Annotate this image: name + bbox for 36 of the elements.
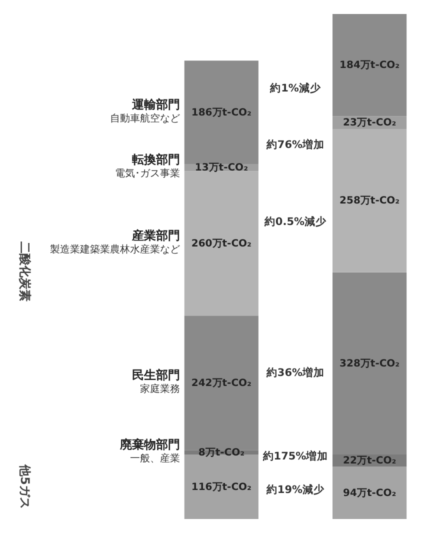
data-label: 260万t-CO₂ (191, 238, 252, 250)
annotation: 一般、産業 (130, 452, 180, 464)
bar (332, 14, 407, 116)
bar (332, 466, 407, 519)
data-label: 186万t-CO₂ (191, 107, 252, 118)
data-label: 8万t-CO₂ (198, 447, 244, 458)
data-label: 116万t-CO₂ (191, 482, 252, 493)
annotation: 約36%増加 (265, 366, 325, 380)
data-label: 184万t-CO₂ (340, 60, 400, 72)
text: 二酸化炭素 (18, 242, 32, 302)
annotation: 電気･ガス事業 (114, 168, 180, 180)
bar (332, 129, 407, 272)
data-label: 242万t-CO₂ (191, 378, 252, 389)
annotation: 自動車航空など (110, 112, 180, 124)
data-label: 328万t-CO₂ (340, 358, 400, 370)
series-label: 廃棄物部門 (118, 437, 180, 452)
series-label: 民生部門 (132, 368, 180, 382)
annotation: 約0.5%減少 (263, 215, 328, 228)
bar (184, 171, 258, 316)
bar (184, 60, 258, 164)
data-label: 23万t-CO₂ (343, 118, 396, 129)
annotation: 約175%増加 (262, 450, 328, 462)
data-label: 258万t-CO₂ (340, 196, 400, 207)
annotation: 家庭業務 (140, 382, 180, 395)
data-label: 94万t-CO₂ (343, 488, 396, 499)
data-label: 22万t-CO₂ (343, 456, 396, 467)
series-label: 産業部門 (130, 228, 180, 242)
data-label: 13万t-CO₂ (194, 162, 248, 174)
annotation: 約19%減少 (265, 482, 326, 496)
text: 他5ガス (18, 464, 32, 509)
annotation: 約1%減少 (269, 82, 322, 95)
series-label: 転換部門 (132, 152, 180, 167)
bar (332, 272, 407, 455)
annotation: 製造業建築業農林水産業など (50, 243, 180, 256)
series-label: 運輸部門 (130, 97, 180, 112)
annotation: 約76%増加 (265, 138, 325, 152)
